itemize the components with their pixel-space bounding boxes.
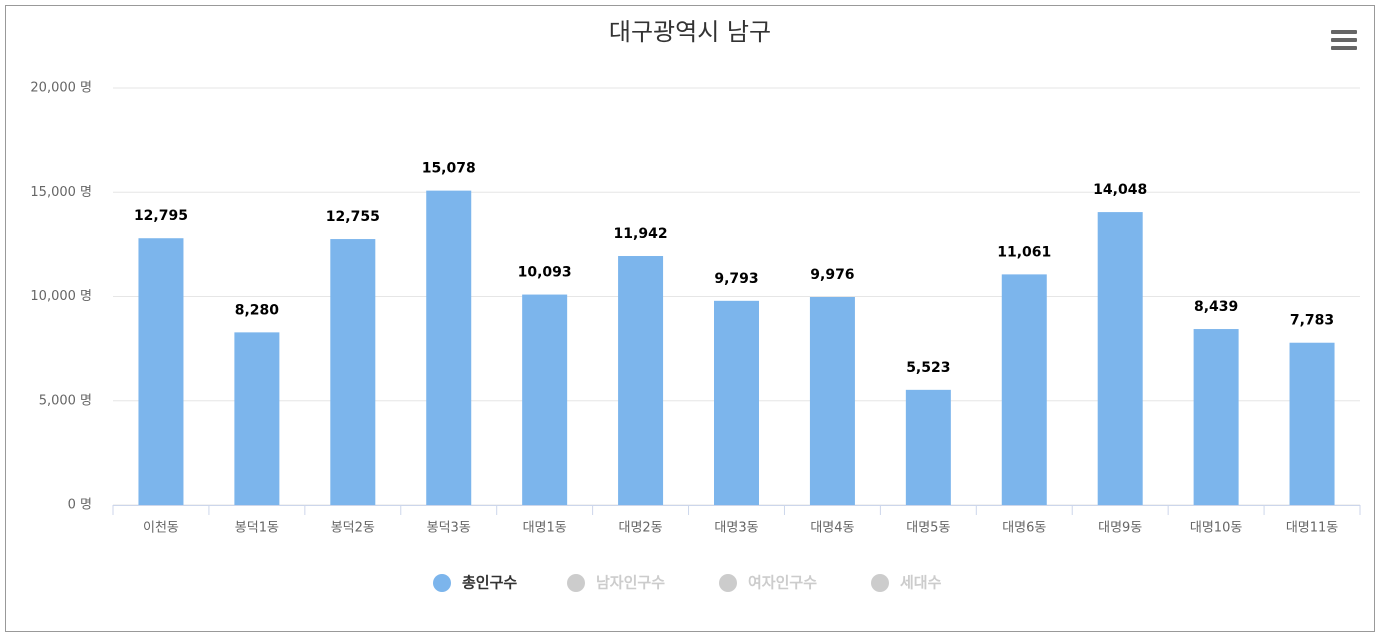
legend-marker[interactable]: [719, 574, 737, 592]
data-label: 11,942: [614, 226, 668, 242]
data-label: 15,078: [422, 161, 476, 177]
y-tick-label: 15,000 명: [30, 185, 92, 200]
legend-marker[interactable]: [871, 574, 889, 592]
x-tick-label: 대명10동: [1190, 521, 1242, 536]
bar: [905, 389, 951, 505]
chart-title: 대구광역시 남구: [609, 18, 771, 46]
legend-item[interactable]: 총인구수: [462, 574, 517, 592]
x-tick-label: 이천동: [143, 521, 179, 536]
y-tick-label: 5,000 명: [39, 393, 92, 408]
x-tick-label: 대명3동: [714, 521, 758, 536]
data-label: 7,783: [1290, 313, 1334, 329]
bar: [426, 190, 472, 505]
data-label: 14,048: [1093, 182, 1147, 198]
x-tick-label: 대명6동: [1002, 521, 1046, 536]
y-tick-label: 20,000 명: [30, 81, 92, 96]
x-tick-label: 봉덕3동: [427, 521, 471, 536]
menu-bar[interactable]: [1331, 30, 1357, 34]
legend-item[interactable]: 세대수: [900, 574, 942, 592]
bar: [1289, 342, 1335, 505]
x-tick-label: 대명2동: [618, 521, 662, 536]
legend-marker[interactable]: [567, 574, 585, 592]
data-label: 9,976: [810, 267, 854, 283]
bar: [234, 332, 280, 505]
data-label: 8,280: [235, 302, 280, 318]
legend-marker[interactable]: [433, 574, 451, 592]
bar: [1193, 329, 1239, 505]
bar: [714, 300, 759, 505]
bar: [522, 294, 568, 505]
y-tick-label: 0 명: [68, 498, 92, 513]
bar: [618, 256, 664, 505]
y-tick-label: 10,000 명: [30, 289, 92, 304]
x-tick-label: 봉덕1동: [235, 521, 279, 536]
legend-item[interactable]: 여자인구수: [748, 574, 817, 592]
legend-item[interactable]: 남자인구수: [596, 574, 665, 592]
bar: [330, 239, 376, 506]
x-tick-label: 봉덕2동: [331, 521, 375, 536]
data-label: 5,523: [906, 360, 950, 376]
x-tick-label: 대명4동: [810, 521, 854, 536]
data-label: 9,793: [714, 271, 758, 287]
bar: [138, 238, 184, 505]
data-label: 12,755: [326, 209, 380, 225]
data-label: 8,439: [1194, 299, 1238, 315]
x-tick-label: 대명5동: [906, 521, 950, 536]
data-label: 12,795: [134, 208, 188, 224]
menu-button[interactable]: [1331, 30, 1357, 50]
x-tick-label: 대명1동: [523, 521, 567, 536]
x-tick-label: 대명9동: [1098, 521, 1142, 536]
chart-frame: [5, 5, 1375, 632]
data-label: 11,061: [997, 244, 1051, 260]
bar: [1001, 274, 1047, 505]
menu-bar[interactable]: [1331, 38, 1357, 42]
menu-bar[interactable]: [1331, 46, 1357, 50]
bar: [1097, 212, 1143, 506]
bar: [809, 297, 855, 505]
x-tick-label: 대명11동: [1286, 521, 1338, 536]
data-label: 10,093: [518, 265, 572, 281]
